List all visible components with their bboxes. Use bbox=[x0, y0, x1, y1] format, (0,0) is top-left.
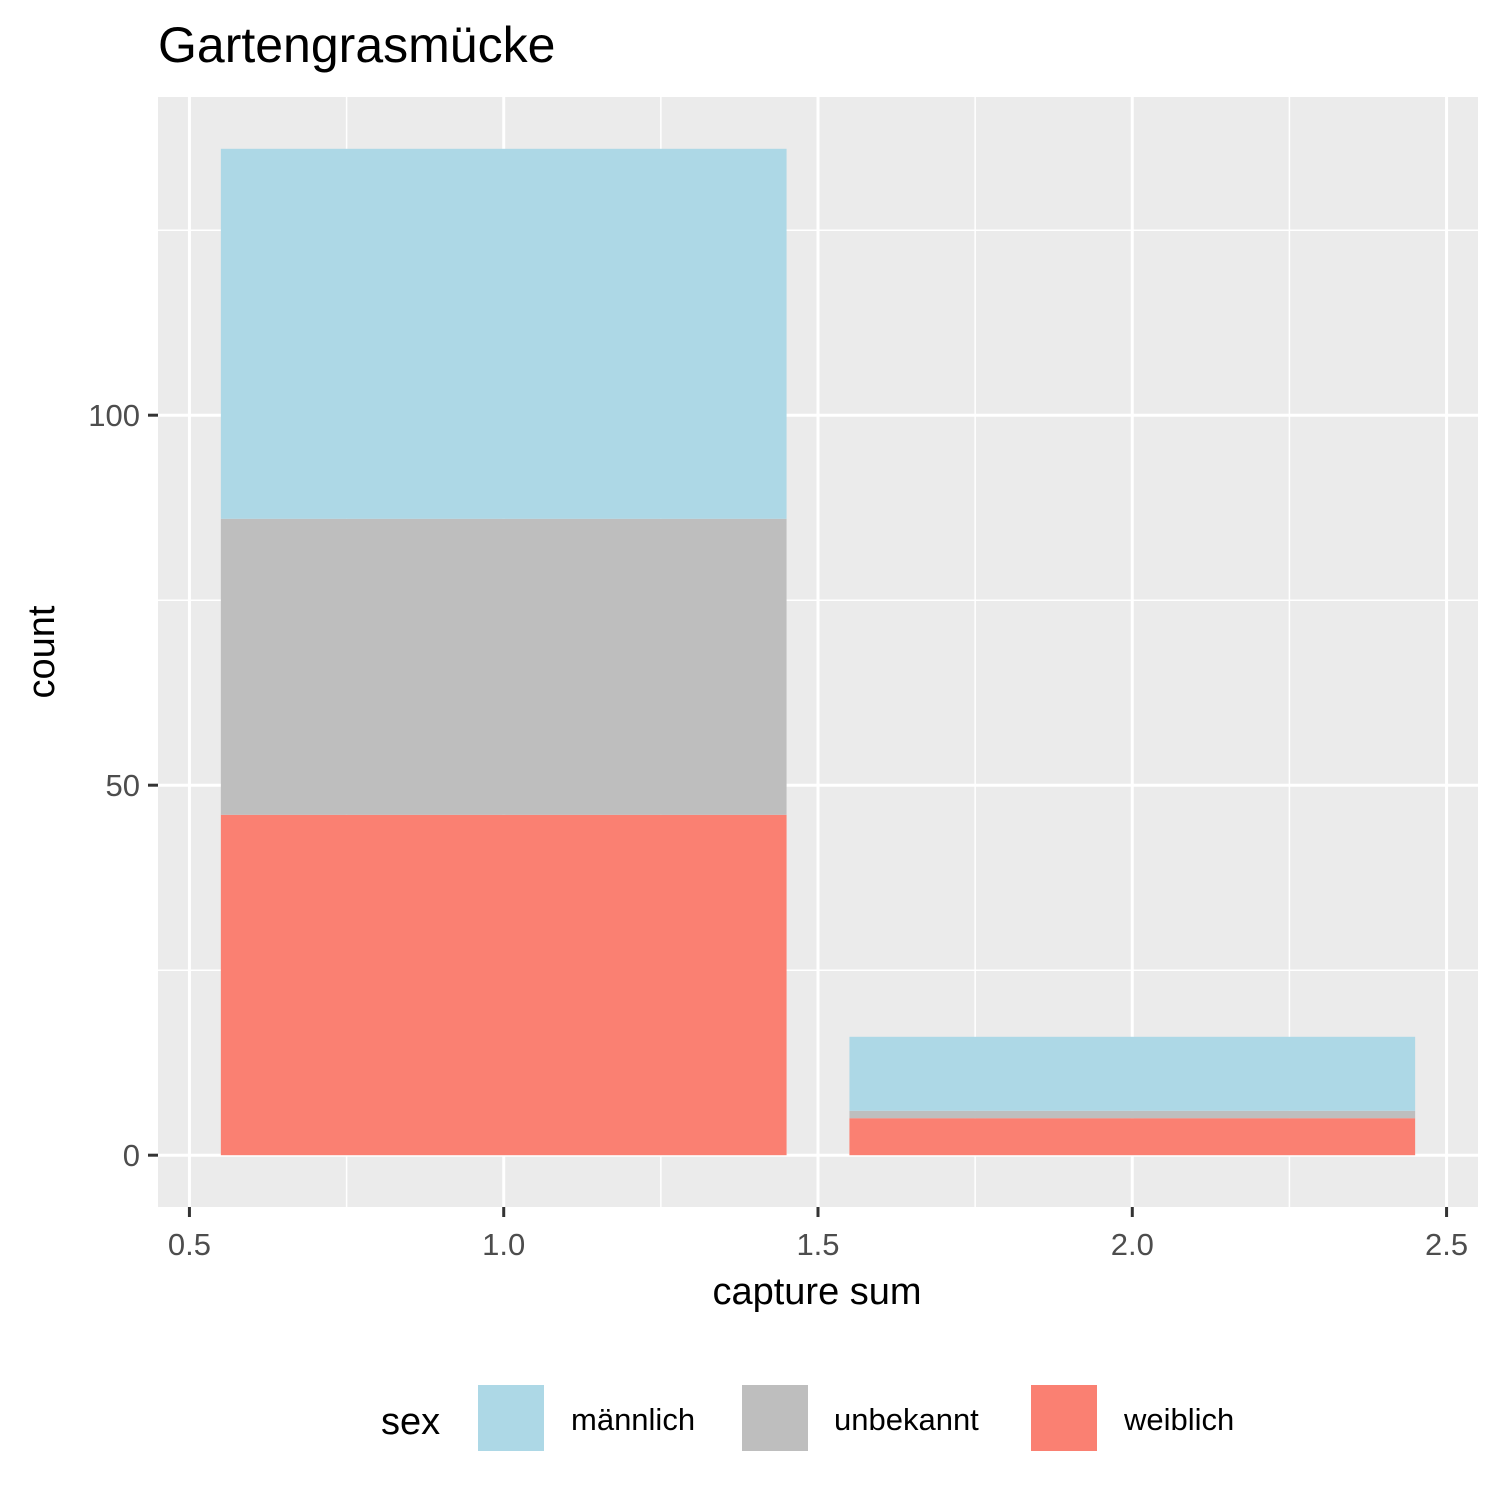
legend: sex männlich unbekannt weiblich bbox=[381, 1383, 1234, 1453]
x-tick-label: 2.5 bbox=[1425, 1227, 1468, 1262]
bar-weiblich-1 bbox=[220, 814, 787, 1156]
legend-title: sex bbox=[381, 1401, 440, 1443]
bar-unbekannt-1 bbox=[220, 518, 787, 815]
legend-label-mnnlich: männlich bbox=[571, 1402, 695, 1437]
x-tick-label: 1.5 bbox=[796, 1227, 839, 1262]
y-tick-label: 0 bbox=[123, 1138, 140, 1173]
bar-mnnlich-2 bbox=[849, 1036, 1416, 1111]
legend-label-weiblich: weiblich bbox=[1123, 1402, 1234, 1437]
bar-unbekannt-2 bbox=[849, 1110, 1416, 1119]
bars bbox=[220, 148, 1416, 1156]
y-tick-label: 50 bbox=[106, 768, 140, 803]
legend-key-mnnlich bbox=[476, 1383, 546, 1453]
x-tick-label: 0.5 bbox=[168, 1227, 211, 1262]
legend-key-unbekannt bbox=[740, 1383, 810, 1453]
axes: 0 50 100 0.5 1.0 1.5 2.0 2.5 bbox=[88, 398, 1468, 1262]
x-tick-label: 2.0 bbox=[1111, 1227, 1154, 1262]
bar-mnnlich-1 bbox=[220, 148, 787, 519]
y-tick-label: 100 bbox=[88, 398, 140, 433]
bar-weiblich-2 bbox=[849, 1118, 1416, 1156]
x-tick-label: 1.0 bbox=[482, 1227, 525, 1262]
legend-label-unbekannt: unbekannt bbox=[834, 1402, 979, 1437]
legend-key-weiblich bbox=[1029, 1383, 1099, 1453]
y-axis-title: count bbox=[21, 605, 63, 698]
chart-title: Gartengrasmücke bbox=[158, 17, 555, 73]
x-axis-title: capture sum bbox=[712, 1271, 921, 1313]
